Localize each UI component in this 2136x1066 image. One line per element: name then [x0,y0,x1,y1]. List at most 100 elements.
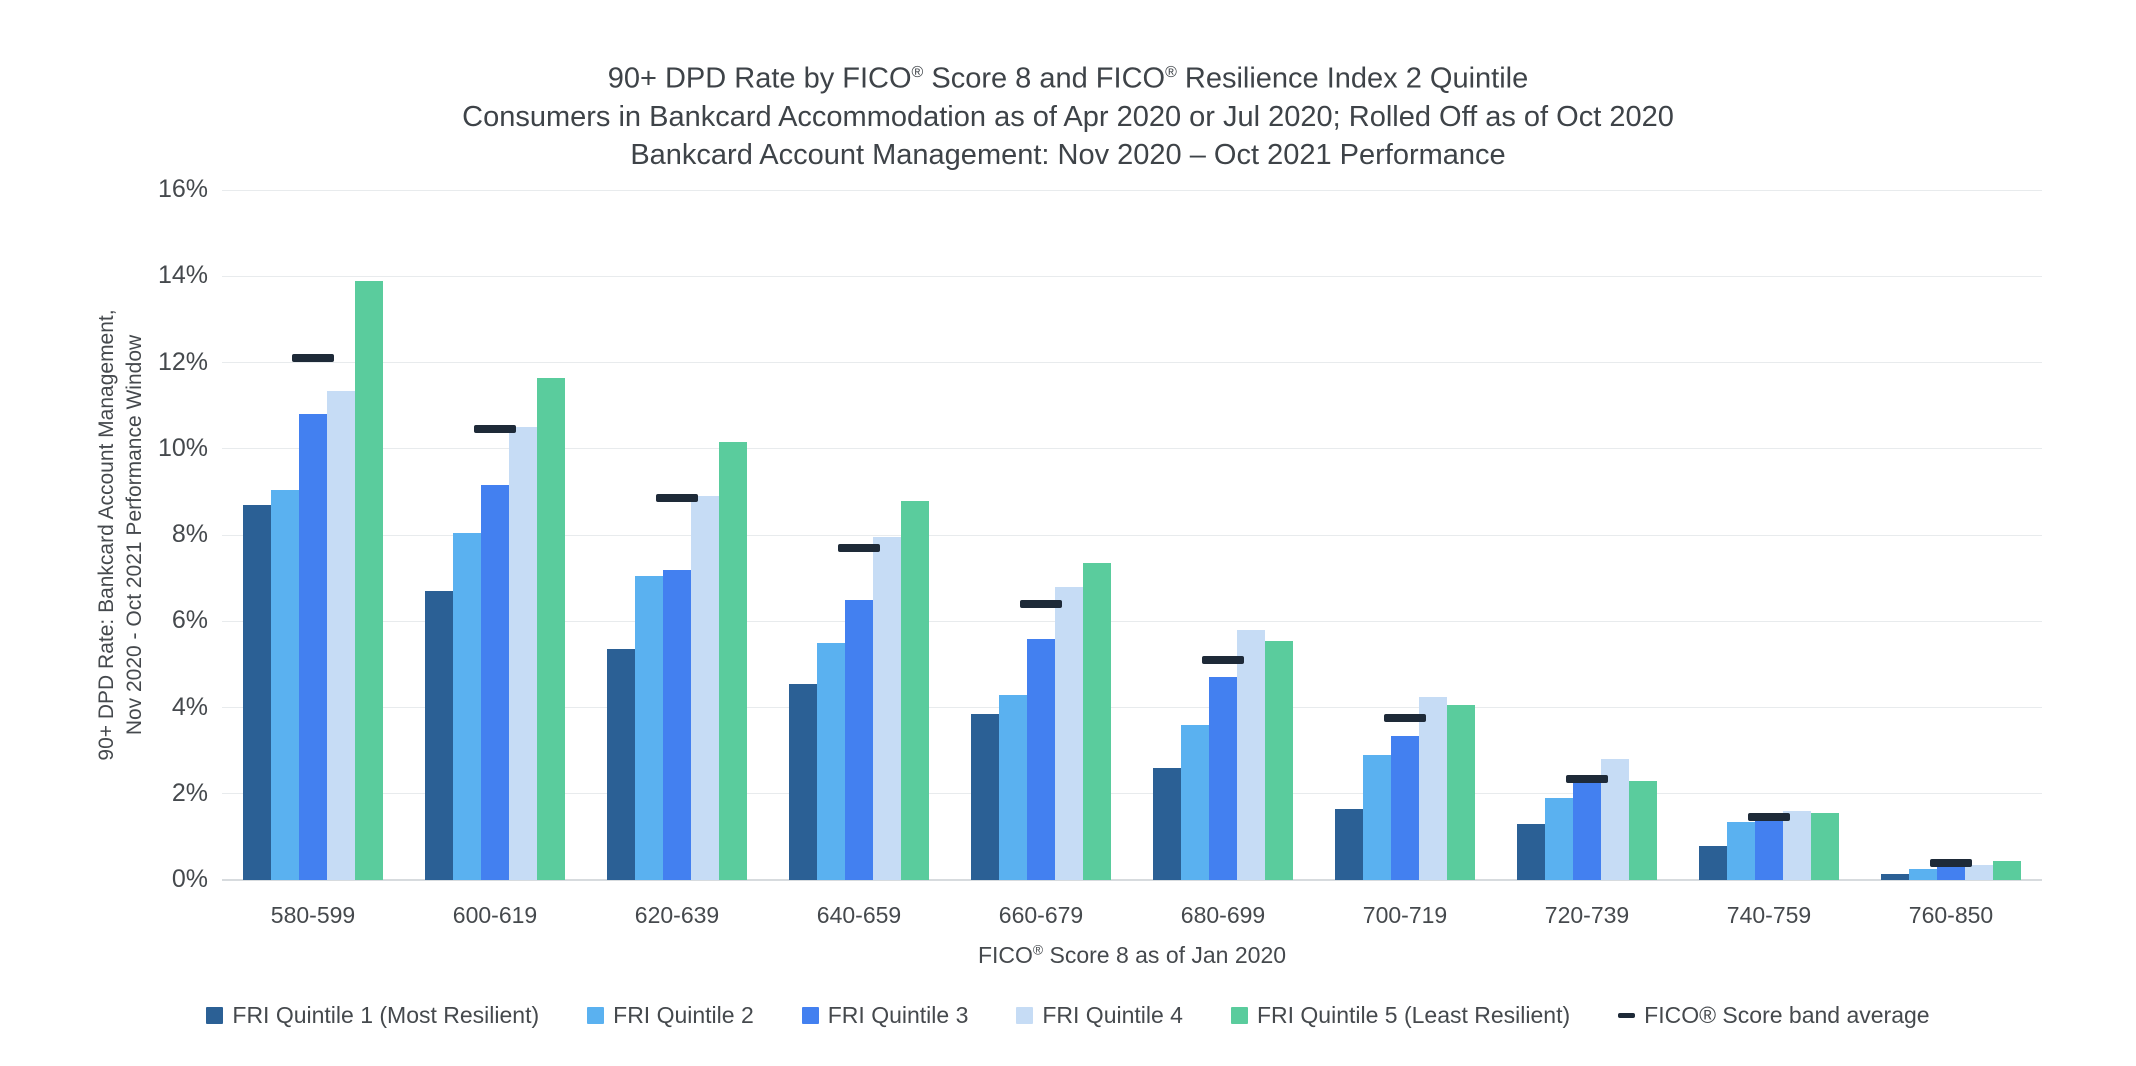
bar-620-639-q4 [691,496,719,880]
bar-680-699-q2 [1181,724,1209,880]
bar-660-679-q5 [1083,563,1111,880]
bar-600-619-q4 [509,427,537,880]
band-average-dash-640-659 [838,543,880,552]
bar-660-679-q3 [1027,638,1055,880]
bar-600-619-q3 [481,485,509,880]
gridline-10pct [222,448,2042,450]
bar-760-850-q4 [1965,864,1993,880]
bar-760-850-q2 [1909,869,1937,880]
x-tick-label: 740-759 [1726,902,1812,928]
bar-700-719-q1 [1335,808,1363,880]
legend-dash-icon [1618,1013,1636,1018]
x-tick-label: 640-659 [816,902,902,928]
x-tick-label: 700-719 [1362,902,1448,928]
bar-700-719-q3 [1391,735,1419,880]
legend-label: FRI Quintile 5 (Least Resilient) [1256,1002,1571,1028]
legend-swatch-icon [1016,1007,1034,1024]
band-average-dash-720-739 [1566,774,1608,783]
y-tick-label: 10% [157,433,208,462]
bar-620-639-q1 [607,649,635,880]
bar-580-599-q1 [243,504,271,880]
gridline-12pct [222,362,2042,363]
bar-600-619-q1 [425,591,453,880]
bar-720-739-q3 [1573,778,1601,880]
band-average-dash-680-699 [1202,656,1244,665]
gridline-4pct [222,707,2042,708]
bar-620-639-q5 [719,442,747,880]
bar-740-759-q2 [1727,821,1755,880]
gridline-2pct [222,793,2042,795]
bar-640-659-q4 [873,537,901,880]
bar-640-659-q2 [817,642,845,880]
bar-720-739-q1 [1517,823,1545,880]
band-average-dash-760-850 [1930,858,1972,867]
bar-720-739-q5 [1629,780,1657,880]
x-tick-label: 660-679 [998,902,1084,928]
y-tick-label: 2% [171,778,208,807]
band-average-dash-740-759 [1748,813,1790,822]
x-tick-label: 620-639 [634,902,720,928]
bar-740-759-q4 [1783,811,1811,880]
x-tick-label: 600-619 [452,902,538,928]
x-tick-label: 760-850 [1908,902,1994,928]
chart-title-line-2: Consumers in Bankcard Accommodation as o… [462,100,1674,133]
legend-item: FRI Quintile 5 (Least Resilient) [1230,1002,1571,1029]
gridline-8pct [222,534,2042,536]
bar-700-719-q5 [1447,705,1475,880]
gridline-6pct [222,620,2042,622]
legend-item: FICO® Score band average [1618,1002,1930,1029]
bar-640-659-q5 [901,500,929,880]
bar-600-619-q2 [453,532,481,880]
legend-label: FRI Quintile 3 [827,1002,969,1028]
chart-title-line-3: Bankcard Account Management: Nov 2020 – … [630,138,1506,171]
bar-680-699-q3 [1209,677,1237,880]
bar-660-679-q4 [1055,586,1083,880]
bar-760-850-q5 [1993,860,2021,880]
legend-item: FRI Quintile 4 [1016,1002,1183,1029]
bar-680-699-q4 [1237,629,1265,880]
band-average-dash-660-679 [1020,600,1062,608]
legend: FRI Quintile 1 (Most Resilient) FRI Quint… [0,1002,2136,1029]
bar-720-739-q2 [1545,798,1573,880]
legend-label: FRI Quintile 4 [1042,1002,1183,1028]
legend-item: FRI Quintile 1 (Most Resilient) [206,1002,539,1029]
gridline-16pct [222,189,2042,191]
band-average-dash-620-639 [656,494,698,503]
y-tick-label: 6% [171,606,208,635]
legend-swatch-icon [587,1007,605,1024]
bar-600-619-q5 [537,377,565,880]
x-tick-label: 680-699 [1180,902,1266,928]
x-tick-label: 580-599 [270,902,356,928]
chart-title-line-1: 90+ DPD Rate by FICO® Score 8 and FICO® … [607,62,1529,95]
bar-620-639-q2 [635,575,663,880]
x-tick-label: 720-739 [1544,902,1630,928]
x-axis-title: FICO® Score 8 as of Jan 2020 [977,942,1287,968]
band-average-dash-580-599 [292,354,334,363]
legend-label: FICO® Score band average [1644,1002,1930,1028]
bar-760-850-q3 [1937,867,1965,880]
bar-700-719-q4 [1419,696,1447,880]
legend-swatch-icon [206,1007,224,1024]
bar-640-659-q3 [845,599,873,880]
bar-740-759-q5 [1811,813,1839,880]
legend-swatch-icon [1230,1007,1248,1024]
y-tick-label: 12% [157,347,208,376]
gridline-0pct [222,879,2042,881]
bar-660-679-q2 [999,694,1027,880]
bar-680-699-q5 [1265,640,1293,880]
bar-740-759-q1 [1699,845,1727,880]
bar-580-599-q4 [327,390,355,880]
bar-660-679-q1 [971,713,999,880]
gridline-14pct [222,275,2042,277]
band-average-dash-600-619 [474,425,516,434]
y-tick-label: 0% [171,865,208,893]
band-average-dash-700-719 [1384,714,1426,723]
legend-item: FRI Quintile 2 [587,1002,754,1029]
bar-640-659-q1 [789,683,817,880]
legend-label: FRI Quintile 2 [613,1002,754,1028]
y-tick-label: 16% [157,175,208,203]
bar-620-639-q3 [663,569,691,880]
y-tick-label: 14% [157,261,208,290]
bar-700-719-q2 [1363,754,1391,880]
